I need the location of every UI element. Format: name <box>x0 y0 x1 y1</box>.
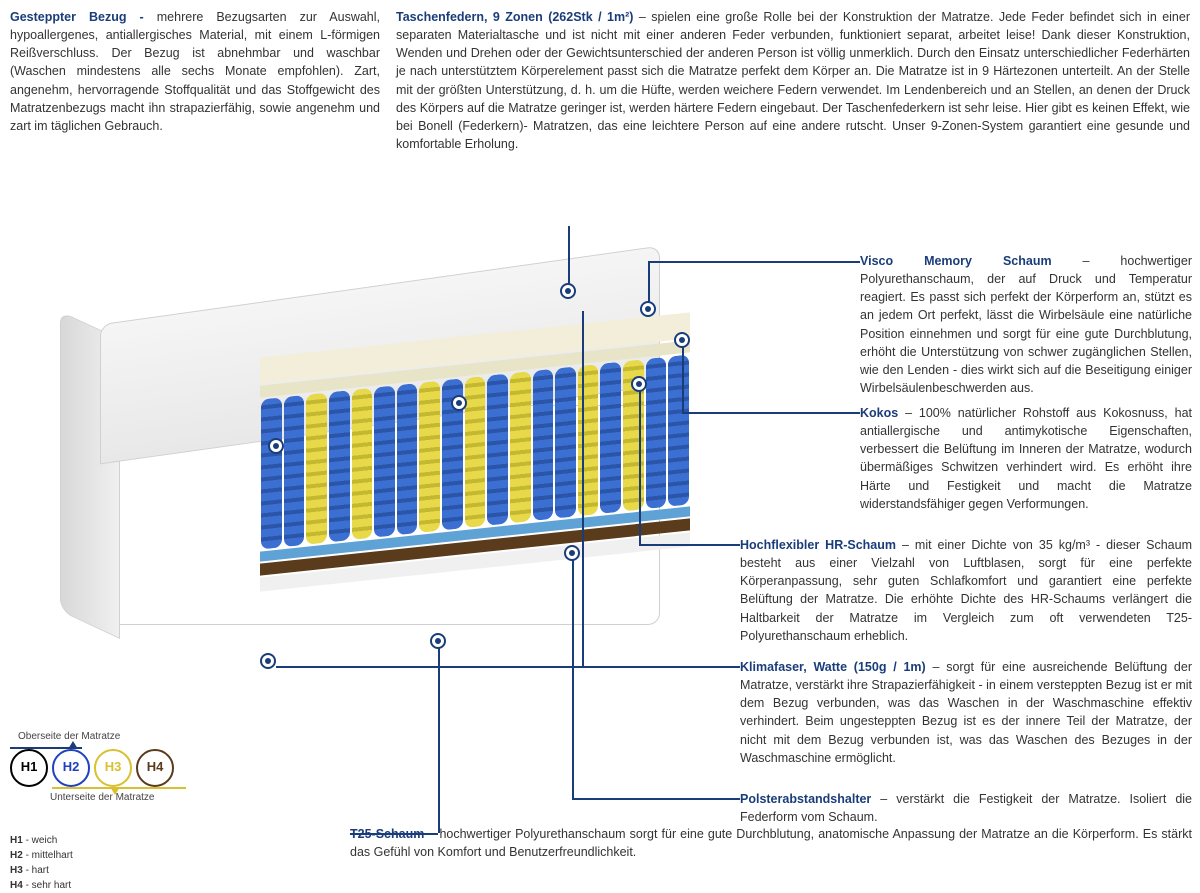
marker-hr <box>631 376 647 392</box>
marker-polster <box>564 545 580 561</box>
mattress-illustration <box>60 285 720 705</box>
hr-text: – mit einer Dichte von 35 kg/m³ - dieser… <box>740 538 1192 643</box>
visco-title: Visco Memory Schaum <box>860 254 1052 268</box>
hardness-circle-h3: H3 <box>94 749 132 787</box>
h-line-bot <box>52 787 186 789</box>
bezug-text: mehrere Bezugsarten zur Auswahl, hypoall… <box>10 10 380 133</box>
leader-polster-v <box>572 553 574 798</box>
hardness-code: H2 <box>10 850 23 861</box>
visco-block: Visco Memory Schaum – hochwertiger Polyu… <box>860 252 1192 397</box>
hardness-circle-h2: H2 <box>52 749 90 787</box>
spring-column <box>352 388 373 540</box>
hardness-desc: - weich <box>23 835 57 846</box>
leader-hr-v <box>639 384 641 544</box>
leader-federn-v <box>568 226 570 285</box>
leader-klima-h <box>276 666 582 668</box>
leader-polster-h <box>572 798 740 800</box>
marker-bezug <box>268 438 284 454</box>
spring-column <box>578 364 599 516</box>
hardness-circle-h1: H1 <box>10 749 48 787</box>
marker-kokos-1 <box>674 332 690 348</box>
visco-text: – hochwertiger Polyurethanschaum, der au… <box>860 254 1192 395</box>
kokos-text: – 100% natürlicher Rohstoff aus Kokosnus… <box>860 406 1192 511</box>
leader-kokos-h <box>682 412 860 414</box>
spring-column <box>533 369 554 521</box>
spring-column <box>306 393 327 545</box>
hardness-desc: - mittelhart <box>23 850 73 861</box>
marker-visco <box>640 301 656 317</box>
bezug-block: Gesteppter Bezug - mehrere Bezugsarten z… <box>10 8 380 153</box>
spring-column <box>510 371 531 523</box>
leader-visco-v <box>648 261 650 303</box>
klima-title: Klimafaser, Watte (150g / 1m) <box>740 660 926 674</box>
t25-block: T25-Schaum – hochwertiger Polyurethansch… <box>350 825 1192 861</box>
spring-column <box>600 362 621 514</box>
hardness-desc: - hart <box>23 865 49 876</box>
spring-column <box>465 376 486 528</box>
hardness-circle-h4: H4 <box>136 749 174 787</box>
kokos-block: Kokos – 100% natürlicher Rohstoff aus Ko… <box>860 404 1192 513</box>
hardness-legend-row: H2 - mittelhart <box>10 848 260 863</box>
spring-column <box>329 390 350 542</box>
hr-block: Hochflexibler HR-Schaum – mit einer Dich… <box>740 536 1192 645</box>
hardness-code: H3 <box>10 865 23 876</box>
hardness-code: H1 <box>10 835 23 846</box>
spring-column <box>419 381 440 533</box>
hr-title: Hochflexibler HR-Schaum <box>740 538 896 552</box>
marker-kokos-2 <box>451 395 467 411</box>
leader-klima-h2 <box>582 666 740 668</box>
polster-title: Polsterabstandshalter <box>740 792 871 806</box>
kokos-title: Kokos <box>860 406 898 420</box>
spring-column <box>668 355 689 507</box>
spring-column <box>555 366 576 518</box>
leader-t25-h <box>350 833 438 835</box>
leader-kokos-v <box>682 340 684 412</box>
hardness-top-label: Oberseite der Matratze <box>18 730 260 745</box>
marker-federn <box>560 283 576 299</box>
spring-column <box>284 395 305 547</box>
federn-block: Taschenfedern, 9 Zonen (262Stk / 1m²) – … <box>396 8 1190 153</box>
hardness-desc: - sehr hart <box>23 880 71 891</box>
hardness-circles: H1H2H3H4 <box>10 749 260 787</box>
spring-column <box>646 357 667 509</box>
spring-column <box>397 383 418 535</box>
klima-text: – sorgt für eine ausreichende Belüftung … <box>740 660 1192 765</box>
hardness-bot-label: Unterseite der Matratze <box>50 791 260 806</box>
t25-text: – hochwertiger Polyurethanschaum sorgt f… <box>350 827 1192 859</box>
federn-text: – spielen eine große Rolle bei der Konst… <box>396 10 1190 151</box>
spring-column <box>261 397 282 549</box>
leader-t25-v <box>438 641 440 833</box>
polster-block: Polsterabstandshalter – verstärkt die Fe… <box>740 790 1192 826</box>
top-text-row: Gesteppter Bezug - mehrere Bezugsarten z… <box>0 0 1200 153</box>
h-line-top <box>10 747 82 749</box>
klima-block: Klimafaser, Watte (150g / 1m) – sorgt fü… <box>740 658 1192 767</box>
leader-visco-h <box>648 261 860 263</box>
bezug-title: Gesteppter Bezug - <box>10 10 157 24</box>
hardness-legend-row: H1 - weich <box>10 833 260 848</box>
spring-column <box>374 385 395 537</box>
marker-t25 <box>430 633 446 649</box>
marker-klima <box>260 653 276 669</box>
leader-hr-h <box>639 544 740 546</box>
hardness-legend: Oberseite der Matratze H1H2H3H4 Untersei… <box>10 730 260 893</box>
hardness-code: H4 <box>10 880 23 891</box>
hardness-legend-row: H3 - hart <box>10 863 260 878</box>
hardness-list: H1 - weichH2 - mittelhartH3 - hartH4 - s… <box>10 833 260 893</box>
spring-column <box>487 374 508 526</box>
federn-title: Taschenfedern, 9 Zonen (262Stk / 1m²) <box>396 10 633 24</box>
leader-klima-v <box>582 311 584 666</box>
